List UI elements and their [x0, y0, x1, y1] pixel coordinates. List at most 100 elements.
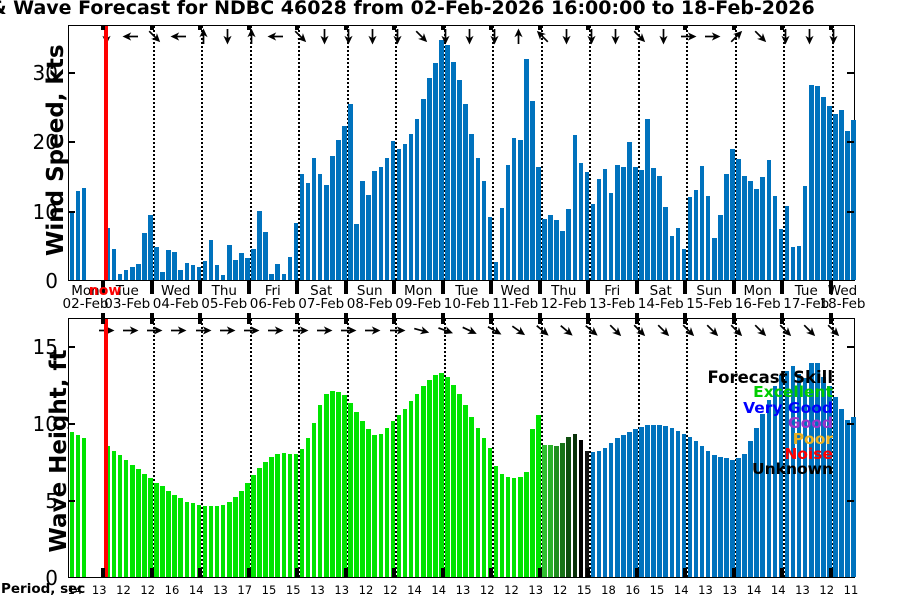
day-tick-top [295, 312, 299, 324]
wind-bar [742, 175, 747, 280]
wind-bar [81, 188, 87, 280]
wave-bar [778, 375, 784, 577]
wave-bar [815, 362, 820, 577]
day-date-label: 15-Feb [686, 296, 733, 312]
wave-bar [172, 495, 177, 577]
day-tick-bottom [780, 568, 784, 578]
wind-bar [123, 269, 129, 280]
wind-bar [299, 174, 305, 280]
wave-bar [493, 466, 499, 577]
wind-bar [851, 120, 856, 280]
wind-bar [154, 247, 159, 280]
wind-bar [511, 137, 517, 280]
y-tick-mark [68, 423, 75, 425]
wind-bar [596, 179, 602, 280]
wind-bar [214, 264, 220, 280]
wind-bar [366, 195, 371, 280]
wind-bar [257, 210, 262, 280]
wind-bar [220, 275, 226, 280]
wave-bar [123, 459, 129, 577]
period-value-label: 13 [213, 583, 228, 597]
wind-bar [651, 168, 656, 280]
wave-direction-arrow-icon [411, 320, 432, 341]
wave-bar [178, 498, 184, 577]
wind-bar [69, 210, 75, 280]
day-gridline [201, 26, 203, 280]
wave-bar [790, 366, 796, 577]
wind-bar [281, 273, 287, 280]
day-date-label: 04-Feb [152, 296, 199, 312]
wind-bar [226, 245, 232, 280]
y-tick-mark-right [847, 423, 854, 425]
wave-bar [299, 449, 305, 577]
wave-direction-arrow-icon [340, 322, 357, 339]
wave-bar [760, 413, 766, 577]
wind-bar [614, 165, 620, 280]
wave-bar [402, 409, 408, 577]
wind-bar [323, 184, 329, 280]
wind-direction-arrow-icon [219, 28, 236, 45]
wind-direction-arrow-icon [461, 28, 478, 45]
day-tick-top [828, 25, 833, 30]
day-tick-bottom [392, 568, 396, 578]
day-tick-bottom [198, 568, 202, 578]
day-tick-top [780, 312, 784, 324]
wave-direction-arrow-icon [773, 318, 797, 342]
wave-bar [269, 456, 274, 577]
day-tick-top [489, 312, 493, 324]
day-tick-top [198, 25, 202, 30]
wind-bar [833, 113, 838, 280]
day-name-label: Wed [500, 283, 530, 299]
day-gridline [492, 26, 494, 280]
now-line [104, 319, 108, 577]
wave-bar [360, 421, 365, 577]
wind-bar [142, 233, 147, 280]
wave-bar [348, 402, 353, 577]
wave-bar [554, 446, 559, 577]
day-date-label: 07-Feb [298, 296, 345, 312]
day-tick-axis [683, 281, 687, 294]
wind-bar [439, 40, 444, 280]
day-tick-top [343, 312, 348, 324]
period-value-label: 17 [237, 583, 253, 597]
wind-bar [802, 186, 808, 280]
wind-bar [457, 79, 462, 280]
wave-bar [536, 415, 541, 577]
wave-bar [772, 386, 778, 577]
y-tick-mark [68, 141, 75, 143]
day-name-label: Mon [71, 283, 100, 299]
wave-bar [608, 443, 614, 577]
day-gridline [831, 26, 834, 280]
wind-bar [384, 158, 390, 280]
wave-bar [596, 450, 602, 577]
day-gridline [201, 319, 203, 577]
period-value-label: 12 [358, 583, 374, 597]
wave-bar [190, 503, 196, 577]
wave-bar [75, 435, 81, 577]
wind-bar [129, 266, 135, 280]
day-tick-bottom [295, 568, 299, 578]
wave-bar [627, 432, 632, 577]
wave-bar [572, 433, 578, 577]
day-tick-top [683, 25, 687, 30]
day-tick-axis [586, 281, 590, 294]
wind-direction-arrow-icon [655, 28, 672, 45]
day-tick-top [828, 312, 833, 324]
period-value-label: 16 [625, 583, 641, 597]
wave-direction-arrow-icon [700, 318, 724, 342]
wind-bar [251, 248, 256, 280]
day-tick-axis [634, 281, 639, 294]
day-gridline [152, 26, 155, 280]
wind-bar [136, 264, 141, 280]
wind-bar [390, 141, 396, 280]
wave-bar [445, 376, 450, 577]
wave-bar [251, 475, 256, 577]
wave-direction-arrow-icon [724, 318, 748, 342]
wind-direction-arrow-icon [486, 28, 503, 45]
day-tick-bottom [489, 568, 493, 578]
wave-direction-arrow-icon [797, 318, 821, 342]
wind-bar [657, 175, 662, 280]
y-tick-label: 20 [32, 130, 58, 154]
wind-bar [420, 99, 426, 280]
day-name-label: Wed [827, 283, 858, 299]
